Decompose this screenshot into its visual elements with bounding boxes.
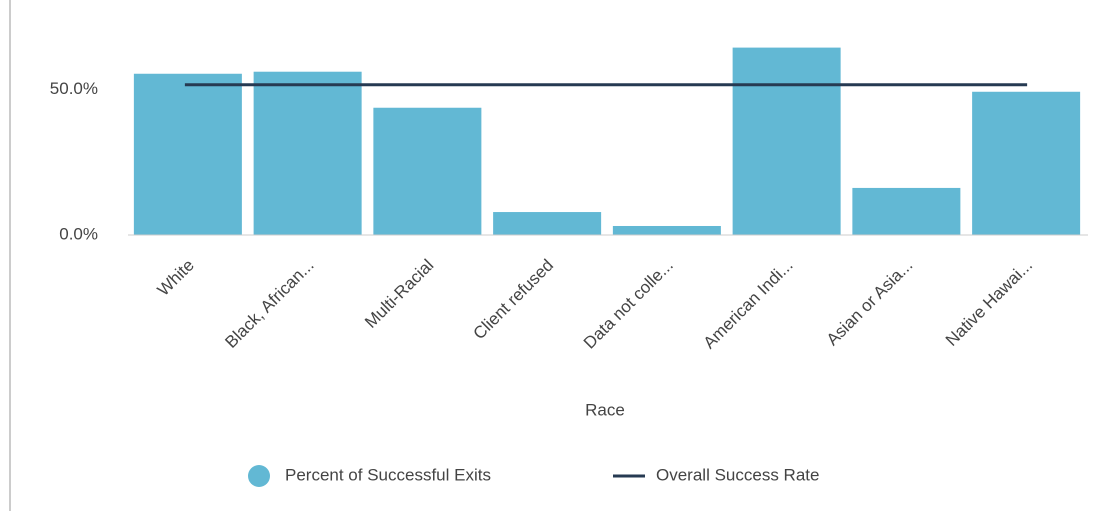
legend-swatch [248, 465, 270, 487]
x-tick-label: Black, African... [221, 256, 317, 352]
legend-label: Percent of Successful Exits [285, 465, 491, 484]
bar [852, 187, 961, 235]
x-tick-label: Native Hawai... [942, 256, 1036, 350]
x-tick-label: Asian or Asia... [823, 256, 917, 350]
y-tick-label: 50.0% [50, 79, 98, 98]
bar [493, 212, 602, 235]
x-tick-label: Multi-Racial [361, 256, 437, 332]
bar [253, 71, 362, 235]
x-tick-label: White [154, 256, 198, 300]
x-tick-label: American Indi... [700, 256, 797, 353]
bar [373, 107, 482, 235]
bar [972, 91, 1081, 235]
bar [612, 225, 721, 235]
bar [133, 73, 242, 235]
y-tick-label: 0.0% [59, 224, 98, 243]
bar [732, 47, 841, 236]
x-axis-label: Race [585, 400, 625, 419]
legend-label: Overall Success Rate [656, 465, 819, 484]
x-tick-label: Data not colle... [580, 256, 677, 353]
x-tick-label: Client refused [470, 256, 558, 344]
